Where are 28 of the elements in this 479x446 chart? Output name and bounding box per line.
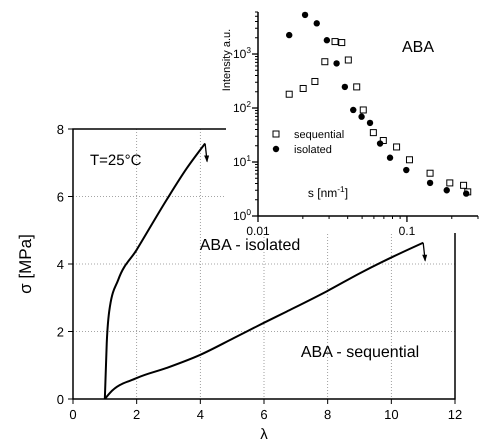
text: ABA (402, 39, 434, 56)
legend-label: sequential (294, 129, 344, 141)
x-tick-label: 0 (69, 407, 77, 422)
x-tick-label: 4 (196, 407, 204, 422)
y-tick-label: 8 (56, 122, 64, 137)
text: ABA - sequential (300, 344, 420, 361)
y-tick-label: 4 (56, 257, 64, 272)
x-tick-label: 0.1 (398, 224, 416, 238)
x-tick-label: 12 (448, 407, 462, 422)
x-tick-label: 6 (260, 407, 268, 422)
annotation: T=25°C (90, 152, 142, 169)
y-tick-label: 0 (56, 392, 64, 407)
x-axis-title: λ (260, 426, 268, 443)
x-tick-label: 2 (133, 407, 140, 422)
legend-label: isolated (294, 144, 332, 156)
y-tick-label: 10$^{0}$ (232, 207, 252, 223)
y-tick-label: 2 (56, 324, 64, 340)
y-tick-label: 6 (56, 190, 64, 204)
y-tick-label: 10$^{3}$ (232, 45, 252, 62)
y-axis-title: Intensity a.u. (221, 28, 233, 92)
x-tick-label: 0.01 (246, 224, 270, 238)
text: ABA - isolated (200, 237, 300, 254)
y-tick-label: 10$^{1}$ (232, 153, 252, 170)
x-tick-label: 8 (324, 407, 332, 422)
x-tick-label: 10 (384, 407, 399, 422)
y-tick-label: 10$^{2}$ (232, 99, 252, 116)
x-axis-title: s [nm$^{-1}$] (308, 184, 348, 200)
y-axis-title: σ [MPa] (16, 234, 35, 294)
